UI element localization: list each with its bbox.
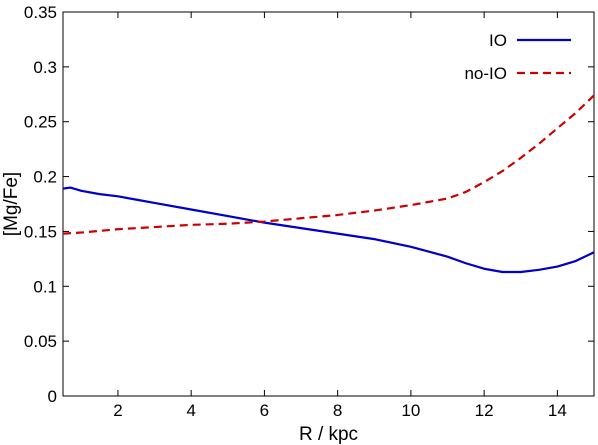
x-axis-label: R / kpc	[299, 424, 358, 445]
y-tick-label: 0.05	[24, 332, 57, 351]
legend: IO no-IO	[464, 31, 571, 83]
y-tick-label: 0.3	[33, 58, 57, 77]
series-line-io	[62, 186, 595, 274]
tick-labels-group: 2 4 6 8 10 12 14 0 0.05 0.1 0.15 0.2 0.25 0.3 0.35	[24, 3, 567, 420]
series-group	[62, 94, 595, 274]
y-axis-label: [Mg/Fe]	[1, 172, 22, 236]
y-tick-label: 0	[48, 387, 57, 406]
y-tick-label: 0.1	[33, 277, 57, 296]
ticks-group	[63, 11, 594, 397]
legend-label-no-io: no-IO	[464, 64, 507, 83]
x-tick-label: 8	[333, 401, 342, 420]
legend-label-io: IO	[489, 31, 507, 50]
y-tick-label: 0.15	[24, 222, 57, 241]
y-tick-label: 0.2	[33, 168, 57, 187]
x-tick-label: 10	[401, 401, 420, 420]
y-tick-label: 0.25	[24, 113, 57, 132]
y-tick-label: 0.35	[24, 3, 57, 22]
plot-frame-group	[62, 11, 595, 397]
x-tick-label: 2	[113, 401, 122, 420]
x-tick-label: 12	[475, 401, 494, 420]
x-tick-label: 4	[186, 401, 195, 420]
x-tick-label: 6	[260, 401, 269, 420]
x-tick-label: 14	[548, 401, 567, 420]
series-line-no-io	[62, 94, 595, 235]
plot-frame	[62, 11, 595, 397]
